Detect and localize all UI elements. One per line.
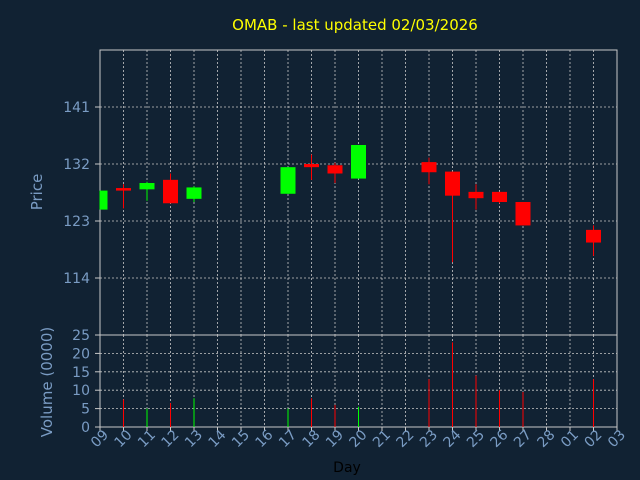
day-tick-label: 01 (558, 427, 582, 451)
price-tick-label: 132 (63, 157, 90, 173)
day-tick-label: 22 (394, 427, 418, 451)
day-tick-label: 15 (229, 427, 253, 451)
day-tick-label: 19 (323, 427, 347, 451)
volume-tick-label: 10 (72, 383, 90, 399)
candle-body (445, 171, 460, 196)
chart-title: OMAB - last updated 02/03/2026 (232, 16, 478, 34)
price-tick-label: 123 (63, 214, 90, 230)
candle (304, 154, 319, 180)
day-tick-label: 16 (253, 427, 277, 451)
day-tick-label: 27 (511, 427, 535, 451)
candle-body (100, 190, 108, 210)
candle (492, 191, 507, 204)
volume-panel: 0 5 10 15 20 25 (72, 328, 618, 436)
candle (139, 181, 155, 201)
candle-body (351, 145, 366, 179)
candle (280, 167, 296, 194)
candle-body (116, 188, 131, 191)
volume-tick-label: 5 (81, 402, 90, 418)
volume-tick-label: 20 (72, 346, 90, 362)
day-tick-label: 14 (206, 427, 230, 451)
candle (163, 173, 178, 204)
day-tick-label: 23 (417, 427, 441, 451)
candle-body (163, 179, 178, 204)
candle-body (515, 202, 531, 226)
day-tick-label: 11 (135, 427, 159, 451)
candle (351, 145, 366, 179)
price-tick-label: 141 (63, 100, 90, 116)
day-tick-label: 13 (182, 427, 206, 451)
candle-body (280, 167, 296, 194)
day-tick-label: 17 (276, 427, 300, 451)
candle (468, 184, 484, 210)
candle-body (421, 162, 437, 173)
day-tick-label: 28 (535, 427, 559, 451)
day-tick-label: 12 (159, 427, 183, 451)
day-tick-label: 20 (347, 427, 371, 451)
day-tick-label: 25 (464, 427, 488, 451)
volume-tick-label: 15 (72, 365, 90, 381)
candle (186, 186, 202, 202)
candle (421, 157, 437, 185)
candle-body (139, 183, 155, 190)
candle-body (304, 164, 319, 168)
candle (445, 171, 460, 263)
day-tick-label: 09 (88, 427, 112, 451)
day-tick-label: 02 (582, 427, 606, 451)
volume-axis-label: Volume (0000) (38, 327, 56, 437)
candle (116, 184, 131, 209)
candle-body (492, 191, 507, 202)
candle-body (186, 187, 202, 199)
day-tick-label: 10 (112, 427, 136, 451)
price-axis-label: Price (28, 174, 46, 211)
volume-tick-label: 25 (72, 328, 90, 344)
candle-body (586, 229, 601, 243)
candle-body (468, 191, 484, 199)
candle (99, 190, 108, 210)
day-tick-label: 26 (488, 427, 512, 451)
candle-body (327, 165, 343, 174)
price-tick-label: 114 (63, 271, 90, 287)
candle (327, 162, 343, 183)
volume-tick-label: 0 (81, 420, 90, 436)
price-panel: 114 123 132 141 (63, 49, 618, 336)
day-tick-label: 03 (605, 427, 629, 451)
day-tick-label: 24 (441, 427, 465, 451)
candle (515, 202, 531, 226)
candle (586, 225, 601, 256)
x-axis-label: Day (333, 460, 361, 476)
day-tick-label: 21 (370, 427, 394, 451)
day-tick-label: 18 (300, 427, 324, 451)
